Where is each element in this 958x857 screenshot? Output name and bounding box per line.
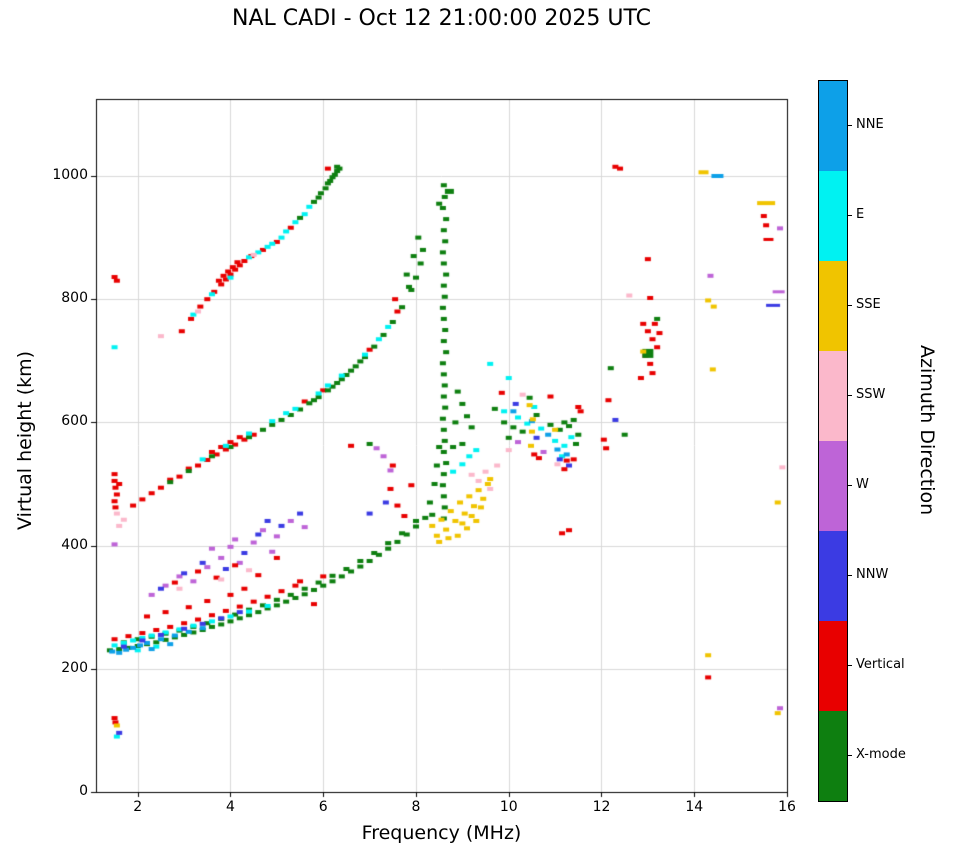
- colorbar-label-nnw: NNW: [856, 567, 889, 582]
- colorbar-segment-x-mode: [819, 711, 847, 801]
- x-tick-label: 16: [778, 799, 796, 815]
- colorbar-tick: [847, 665, 852, 666]
- x-tick-label: 4: [226, 799, 235, 815]
- x-tick-label: 14: [685, 799, 704, 815]
- x-tick-label: 10: [499, 799, 518, 815]
- y-tick-label: 1000: [52, 167, 88, 183]
- x-tick-label: 2: [133, 799, 143, 815]
- x-tick-label: 6: [318, 799, 328, 815]
- colorbar-label-nne: NNE: [856, 117, 884, 132]
- colorbar-segment-vertical: [819, 621, 847, 711]
- y-tick-label: 400: [61, 536, 88, 553]
- y-tick-label: 600: [61, 413, 88, 430]
- colorbar-label-vertical: Vertical: [856, 657, 905, 672]
- colorbar-tick: [847, 575, 852, 576]
- azimuth-colorbar: [818, 80, 848, 802]
- colorbar-tick: [847, 215, 852, 216]
- colorbar-segment-nne: [819, 81, 847, 171]
- colorbar-segment-e: [819, 171, 847, 261]
- colorbar-label-e: E: [856, 207, 865, 222]
- colorbar-segment-sse: [819, 261, 847, 351]
- y-axis-label: Virtual height (km): [14, 350, 36, 530]
- y-tick-label: 800: [61, 290, 88, 307]
- colorbar-segment-w: [819, 441, 847, 531]
- y-tick-label: 0: [79, 783, 88, 799]
- colorbar-tick: [847, 485, 852, 486]
- colorbar-label-w: W: [856, 477, 869, 492]
- colorbar-tick: [847, 125, 852, 126]
- colorbar-tick: [847, 755, 852, 756]
- colorbar-label-ssw: SSW: [856, 387, 886, 402]
- colorbar-title: Azimuth Direction: [916, 345, 938, 516]
- x-axis-label: Frequency (MHz): [361, 822, 522, 844]
- colorbar-label-x-mode: X-mode: [856, 747, 906, 762]
- colorbar-label-sse: SSE: [856, 297, 881, 312]
- colorbar-tick: [847, 305, 852, 306]
- colorbar-segment-ssw: [819, 351, 847, 441]
- chart-title: NAL CADI - Oct 12 21:00:00 2025 UTC: [232, 6, 651, 31]
- x-tick-label: 8: [411, 799, 421, 815]
- x-tick-label: 12: [592, 799, 611, 815]
- colorbar-segment-nnw: [819, 531, 847, 621]
- y-tick-label: 200: [61, 659, 88, 676]
- colorbar-tick: [847, 395, 852, 396]
